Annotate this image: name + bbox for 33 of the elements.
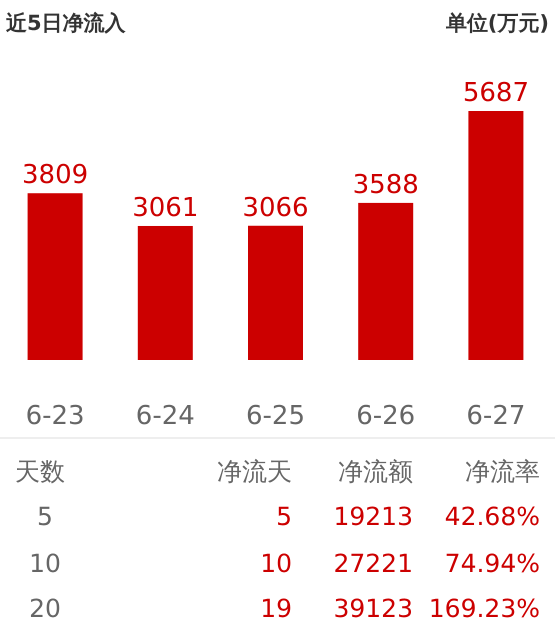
text: 净流额 — [338, 457, 413, 486]
text: 10 — [29, 549, 61, 578]
text: 19213 — [333, 502, 413, 531]
bar — [468, 111, 524, 360]
text: 74.94% — [444, 549, 540, 578]
text: 5 — [276, 502, 292, 531]
x-tick-label: 6-24 — [136, 401, 195, 431]
bar — [358, 202, 414, 360]
text: 天数 — [15, 457, 65, 486]
x-tick-label: 6-25 — [246, 401, 306, 431]
x-tick-label: 6-27 — [466, 401, 526, 431]
text: 19 — [260, 594, 292, 623]
text: 42.68% — [444, 502, 540, 531]
text: 净流率 — [465, 457, 540, 486]
x-tick-label: 6-26 — [356, 401, 416, 431]
chart-title: 近5日净流入 — [5, 11, 127, 35]
text: 净流天 — [217, 457, 292, 486]
text: 20 — [29, 594, 61, 623]
bar — [28, 193, 83, 360]
data-label: 3588 — [352, 170, 419, 200]
data-label: 3066 — [242, 192, 309, 223]
data-label: 5687 — [462, 78, 529, 108]
bar — [138, 226, 193, 360]
data-label: 3809 — [22, 160, 88, 190]
chart-subtitle: 单位(万元) — [444, 11, 549, 35]
text: 5 — [37, 502, 53, 531]
data-label: 3061 — [132, 192, 198, 223]
bar — [248, 226, 303, 360]
text: 169.23% — [428, 594, 540, 623]
text: 39123 — [333, 594, 413, 623]
text: 27221 — [333, 549, 413, 578]
text: 10 — [260, 549, 292, 578]
x-tick-label: 6-23 — [26, 401, 85, 431]
